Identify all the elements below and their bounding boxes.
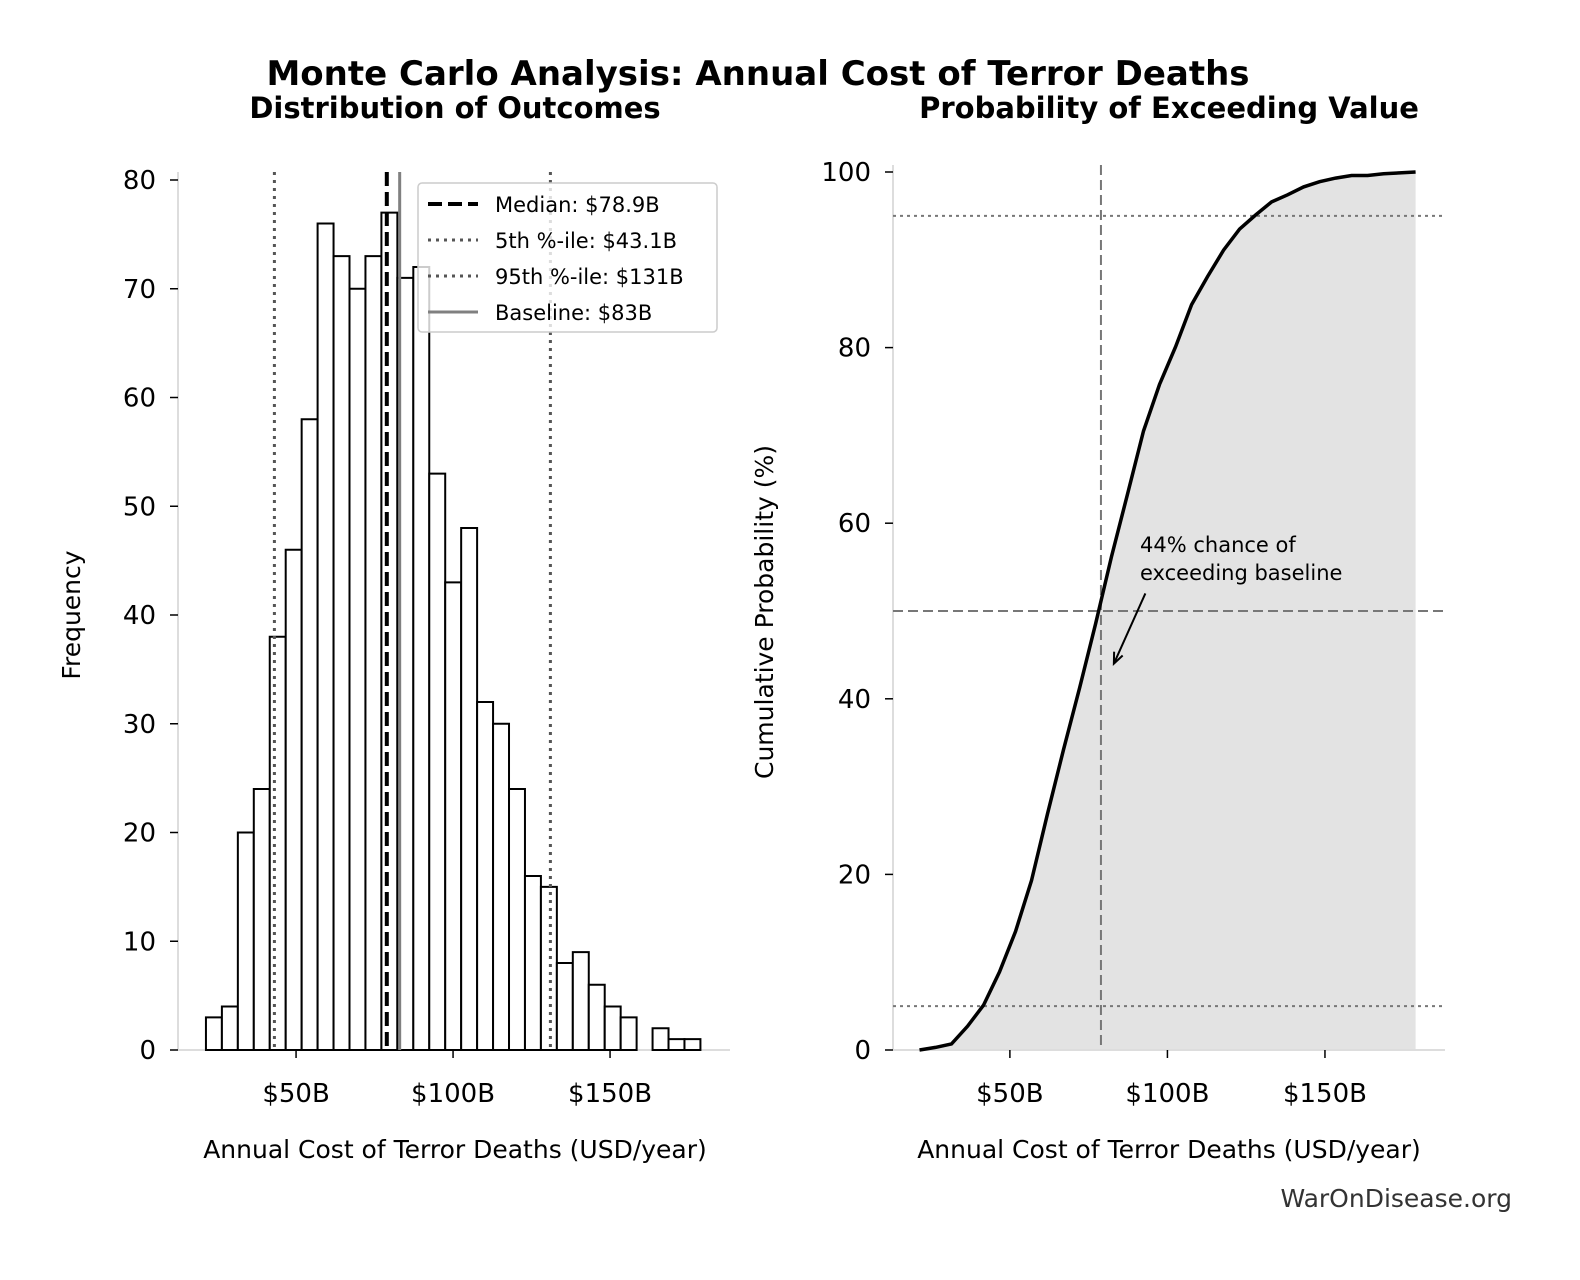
watermark: WarOnDisease.org [1280, 1184, 1512, 1213]
histogram-bar [348, 287, 367, 1051]
y-tick-label: 20 [838, 860, 871, 890]
y-tick-label: 60 [123, 384, 156, 414]
y-tick-label: 0 [139, 1036, 156, 1066]
main-title: Monte Carlo Analysis: Annual Cost of Ter… [266, 54, 1249, 94]
histogram-bar [412, 266, 431, 1051]
histogram-bar [492, 722, 511, 1051]
right-subtitle: Probability of Exceeding Value [919, 91, 1419, 125]
histogram-bar [523, 875, 542, 1051]
legend-label: 5th %-ile: $43.1B [495, 229, 677, 253]
x-tick-label: $150B [1283, 1079, 1367, 1109]
left-subtitle: Distribution of Outcomes [249, 91, 660, 125]
histogram-bar [539, 885, 558, 1051]
cdf-line [919, 170, 1416, 1052]
histogram-bar [667, 1038, 686, 1051]
y-tick-label: 10 [123, 927, 156, 957]
x-tick-label: $100B [1125, 1079, 1209, 1109]
histogram-bar [555, 962, 574, 1051]
histogram-bar [460, 527, 479, 1051]
histogram-bar [476, 701, 495, 1051]
histogram-bar [587, 983, 606, 1051]
y-tick-label: 20 [123, 819, 156, 849]
histogram-bar [571, 951, 590, 1051]
histogram-bar [220, 1005, 239, 1051]
right-ylabel: Cumulative Probability (%) [750, 445, 779, 779]
left-xlabel: Annual Cost of Terror Deaths (USD/year) [203, 1135, 707, 1164]
histogram-bar [380, 211, 399, 1051]
histogram-bar [619, 1016, 638, 1051]
x-tick-label: $100B [411, 1079, 495, 1109]
annotation-text: exceeding baseline [1140, 561, 1342, 585]
annotation-arrow [1112, 593, 1147, 665]
legend-label: 95th %-ile: $131B [495, 265, 684, 289]
histogram-bar [284, 548, 303, 1051]
histogram-bar [651, 1027, 670, 1051]
y-tick-label: 80 [123, 166, 156, 196]
legend [417, 182, 718, 333]
histogram-bar [444, 581, 463, 1051]
y-tick-label: 50 [123, 492, 156, 522]
histogram-bar [603, 1005, 622, 1051]
y-tick-label: 80 [838, 334, 871, 364]
legend-label: Median: $78.9B [495, 193, 660, 217]
histogram-bar [364, 255, 383, 1051]
histogram-bar [683, 1038, 702, 1051]
y-tick-label: 30 [123, 710, 156, 740]
y-tick-label: 100 [821, 158, 871, 188]
histogram-bar [332, 255, 351, 1051]
histogram-bar [268, 635, 287, 1051]
y-tick-label: 0 [854, 1036, 871, 1066]
histogram-bar [508, 788, 526, 1051]
y-tick-label: 60 [838, 509, 871, 539]
arrow-head-icon [1112, 651, 1124, 667]
right-xlabel: Annual Cost of Terror Deaths (USD/year) [917, 1135, 1421, 1164]
histogram-bar [300, 418, 319, 1051]
left-ylabel: Frequency [57, 550, 86, 679]
x-tick-label: $50B [976, 1079, 1043, 1109]
histogram-bar [428, 472, 447, 1051]
x-tick-label: $150B [568, 1079, 652, 1109]
annotation-text: 44% chance of [1140, 533, 1296, 557]
legend-label: Baseline: $83B [495, 301, 652, 325]
histogram-bar [316, 222, 335, 1051]
y-tick-label: 40 [123, 601, 156, 631]
histogram-bar [204, 1016, 223, 1051]
y-tick-label: 40 [838, 685, 871, 715]
histogram-bar [236, 831, 255, 1051]
y-tick-label: 70 [123, 275, 156, 305]
histogram-bar [252, 788, 271, 1051]
x-tick-label: $50B [262, 1079, 329, 1109]
